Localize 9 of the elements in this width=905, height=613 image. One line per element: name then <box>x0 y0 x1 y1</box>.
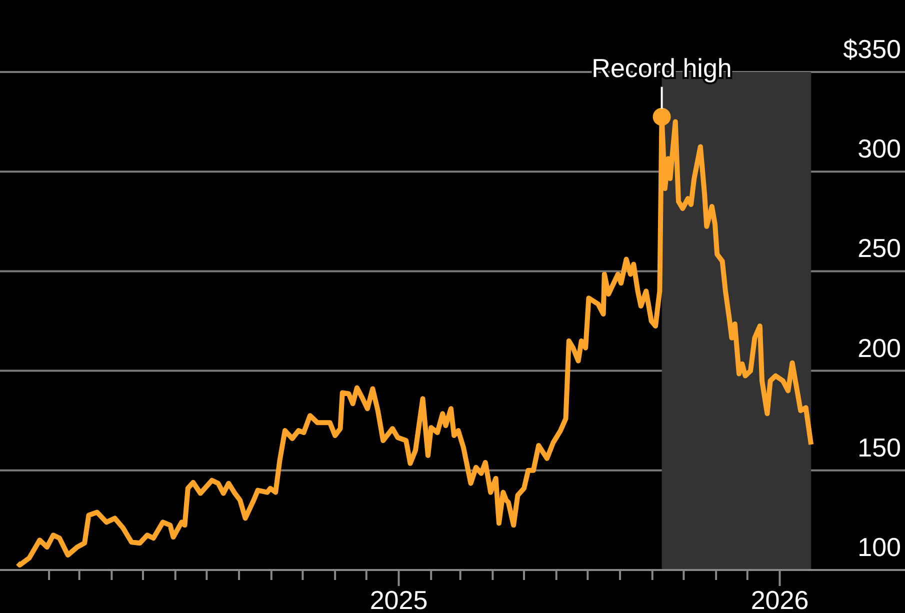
y-tick-label: 100 <box>858 532 901 562</box>
y-tick-label: 200 <box>858 332 901 363</box>
x-tick-label: 2026 <box>750 585 809 613</box>
y-tick-label: 300 <box>858 134 901 164</box>
y-tick-label: $350 <box>843 34 901 64</box>
y-tick-label: 250 <box>858 233 901 264</box>
x-tick-label: 2025 <box>370 585 428 613</box>
annotation: Record high <box>592 52 732 83</box>
y-tick-label: 150 <box>858 432 901 462</box>
